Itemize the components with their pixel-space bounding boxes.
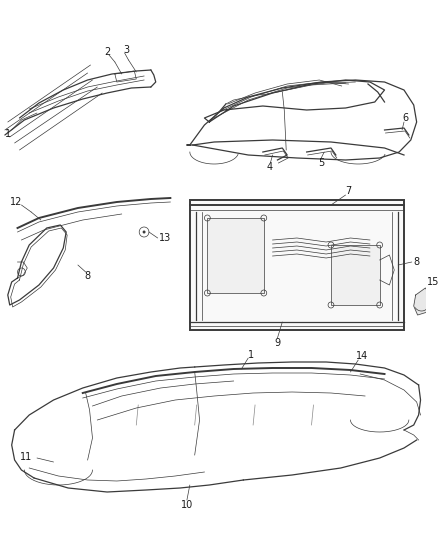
Text: 15: 15 [427,277,438,287]
Text: 2: 2 [104,47,110,57]
Bar [207,218,264,293]
Text: 1: 1 [248,350,254,360]
Text: 9: 9 [274,338,280,348]
Text: 14: 14 [356,351,368,361]
Bar [190,200,404,330]
Text: 4: 4 [267,162,273,172]
Text: 10: 10 [181,500,193,510]
Text: 12: 12 [11,197,23,207]
Text: 8: 8 [85,271,91,281]
Text: 7: 7 [346,186,352,196]
Text: 11: 11 [20,452,32,462]
Text: 5: 5 [318,158,325,168]
Text: 8: 8 [413,257,420,267]
Bar [331,245,380,305]
Text: 13: 13 [159,233,172,243]
Text: 3: 3 [124,45,130,55]
Text: 1: 1 [5,129,11,139]
Text: 6: 6 [402,113,408,123]
Circle shape [143,230,145,233]
Polygon shape [414,288,431,315]
